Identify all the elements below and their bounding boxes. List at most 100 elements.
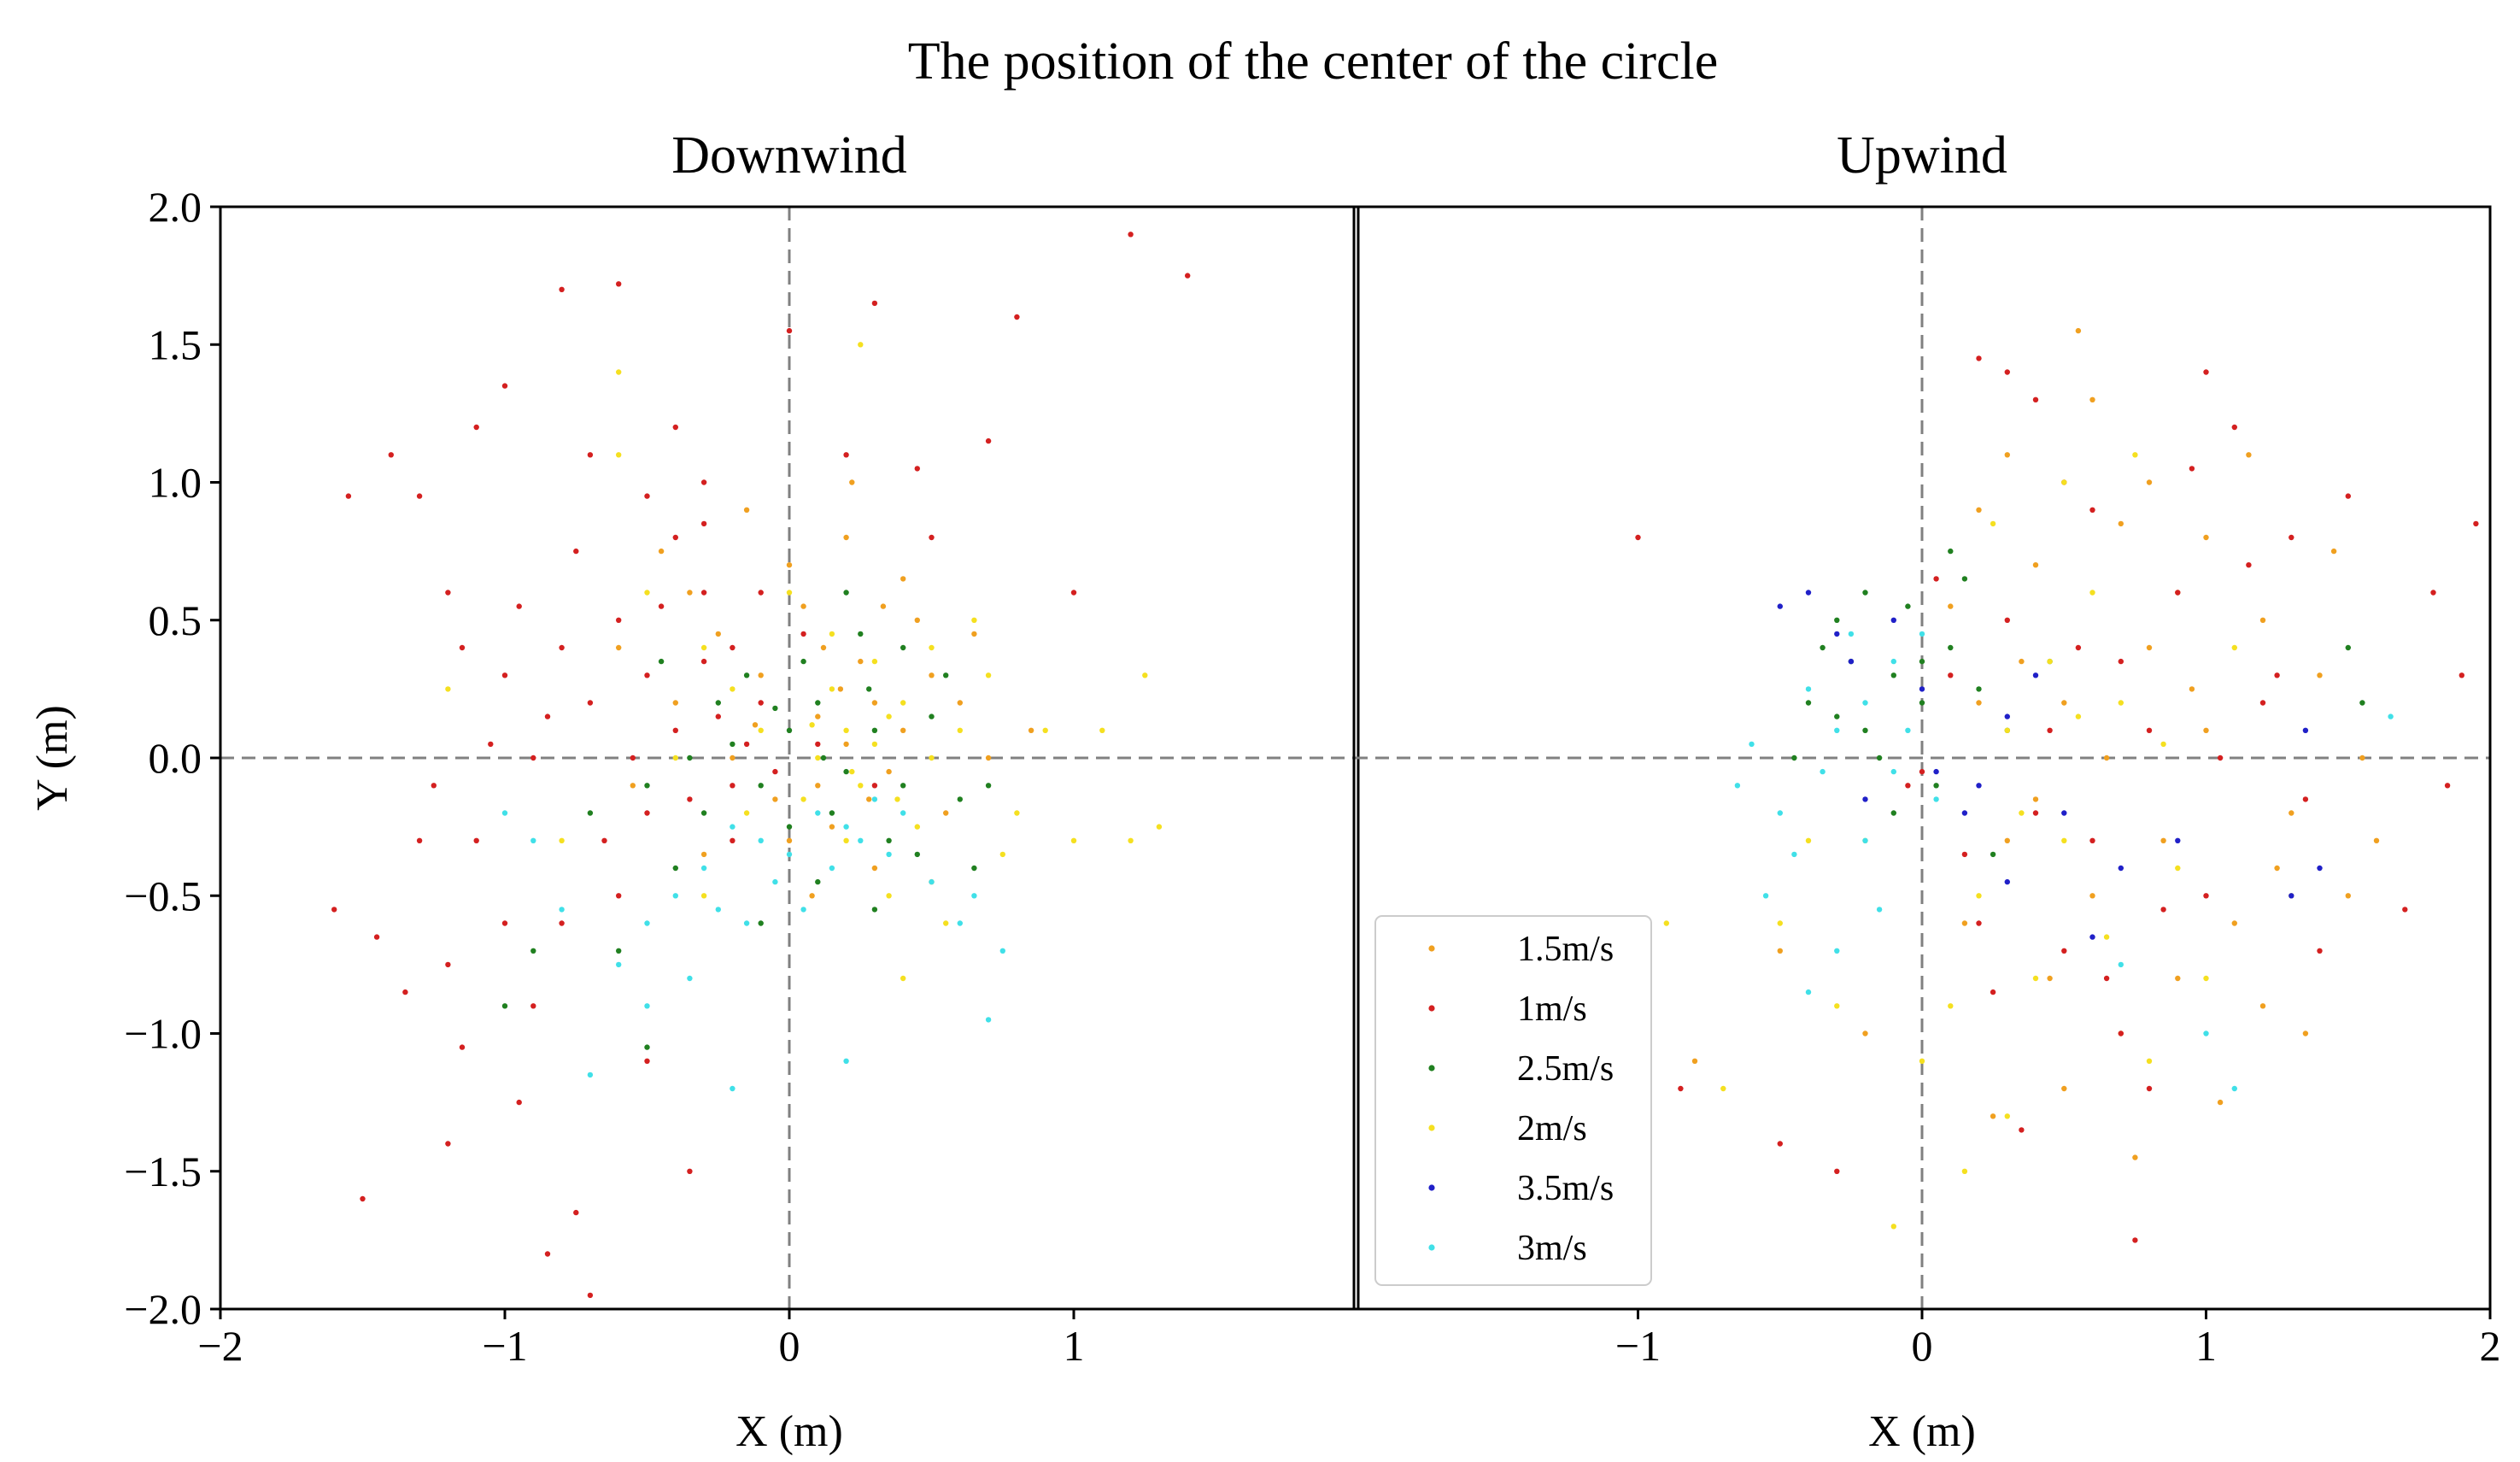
upwind-point: [1691, 1058, 1698, 1065]
upwind-point: [1805, 700, 1812, 706]
upwind-point: [1876, 754, 1883, 761]
upwind-point: [2089, 590, 2095, 596]
upwind-point: [1919, 768, 1925, 775]
downwind-point: [914, 851, 921, 858]
upwind-point: [1919, 686, 1925, 692]
upwind-point: [2373, 837, 2380, 843]
downwind-point: [900, 727, 906, 733]
upwind-point: [1919, 631, 1925, 637]
downwind-point: [858, 658, 864, 665]
downwind-y-tick-label: 0.0: [149, 734, 202, 782]
downwind-x-tick-label: −2: [197, 1322, 243, 1370]
upwind-point: [2359, 700, 2365, 706]
downwind-point: [700, 479, 707, 485]
downwind-point: [715, 700, 721, 706]
downwind-point: [644, 783, 650, 789]
downwind-point: [1185, 273, 1191, 279]
downwind-point: [616, 617, 622, 623]
upwind-point: [2259, 1003, 2266, 1009]
downwind-point: [459, 1044, 466, 1050]
upwind-panel: Upwind −1 0 1 2 X (m): [1352, 126, 2501, 1456]
upwind-point: [1976, 783, 1982, 789]
downwind-point: [630, 783, 636, 789]
downwind-point: [943, 920, 949, 926]
upwind-point: [1961, 810, 1968, 816]
downwind-point: [800, 631, 806, 637]
downwind-point: [900, 810, 906, 816]
upwind-point: [1820, 644, 1826, 651]
upwind-point: [2289, 534, 2294, 541]
upwind-point: [2175, 590, 2181, 596]
upwind-point: [1948, 1003, 1954, 1009]
downwind-point: [573, 548, 579, 555]
upwind-point: [2089, 396, 2095, 402]
downwind-point: [730, 837, 735, 843]
upwind-point: [2473, 520, 2479, 527]
downwind-point: [687, 590, 693, 596]
downwind-point: [772, 768, 778, 775]
downwind-point: [829, 631, 835, 637]
upwind-point: [2004, 878, 2010, 885]
downwind-x-axis-label: X (m): [735, 1407, 843, 1456]
downwind-point: [445, 961, 451, 968]
downwind-point: [373, 934, 380, 940]
downwind-point: [360, 1195, 366, 1202]
upwind-point: [1905, 783, 1911, 789]
downwind-point: [957, 700, 964, 706]
downwind-point: [843, 1058, 849, 1065]
upwind-point: [2203, 727, 2209, 733]
downwind-point: [971, 865, 977, 872]
downwind-point: [985, 783, 992, 789]
downwind-point: [715, 631, 721, 637]
downwind-point: [530, 754, 536, 761]
downwind-point: [871, 741, 878, 748]
upwind-point: [2004, 713, 2010, 719]
downwind-point: [772, 796, 778, 802]
downwind-point: [914, 824, 921, 830]
downwind-point: [743, 741, 750, 748]
upwind-point: [1805, 837, 1812, 843]
upwind-point: [2317, 948, 2323, 954]
upwind-point: [1905, 727, 1911, 733]
downwind-point: [700, 658, 707, 665]
downwind-point: [843, 837, 849, 843]
upwind-point: [2032, 562, 2039, 568]
upwind-point: [2175, 837, 2181, 843]
upwind-point: [2061, 700, 2067, 706]
upwind-point: [1961, 1168, 1968, 1175]
upwind-point: [2089, 837, 2095, 843]
upwind-point: [1933, 783, 1939, 789]
downwind-point: [687, 754, 693, 761]
upwind-point: [2061, 948, 2067, 954]
downwind-point: [786, 562, 793, 568]
upwind-point: [2047, 975, 2053, 982]
upwind-point: [2004, 727, 2010, 733]
upwind-point: [2289, 810, 2294, 816]
downwind-point: [700, 590, 707, 596]
upwind-point: [1720, 1085, 1726, 1092]
downwind-y-tick-label: −1.0: [124, 1010, 202, 1058]
upwind-point: [2146, 1085, 2153, 1092]
downwind-point: [843, 741, 849, 748]
downwind-point: [672, 865, 678, 872]
upwind-point: [1990, 1113, 1996, 1119]
downwind-point: [758, 920, 764, 926]
downwind-point: [559, 907, 565, 913]
upwind-point: [2231, 644, 2237, 651]
downwind-point: [843, 590, 849, 596]
upwind-series-2-5m-s: [1791, 548, 2365, 858]
legend-label: 2.5m/s: [1517, 1049, 1614, 1089]
upwind-point: [1834, 948, 1840, 954]
downwind-point: [672, 754, 678, 761]
downwind-point: [914, 617, 921, 623]
downwind-point: [957, 920, 964, 926]
upwind-point: [1976, 686, 1982, 692]
upwind-point: [1876, 907, 1883, 913]
downwind-point: [843, 452, 849, 458]
upwind-point: [1890, 617, 1896, 623]
upwind-point: [1948, 603, 1954, 609]
downwind-point: [985, 1017, 992, 1023]
downwind-y-tick-label: −0.5: [124, 872, 202, 919]
upwind-point: [1862, 590, 1868, 596]
downwind-point: [559, 644, 565, 651]
